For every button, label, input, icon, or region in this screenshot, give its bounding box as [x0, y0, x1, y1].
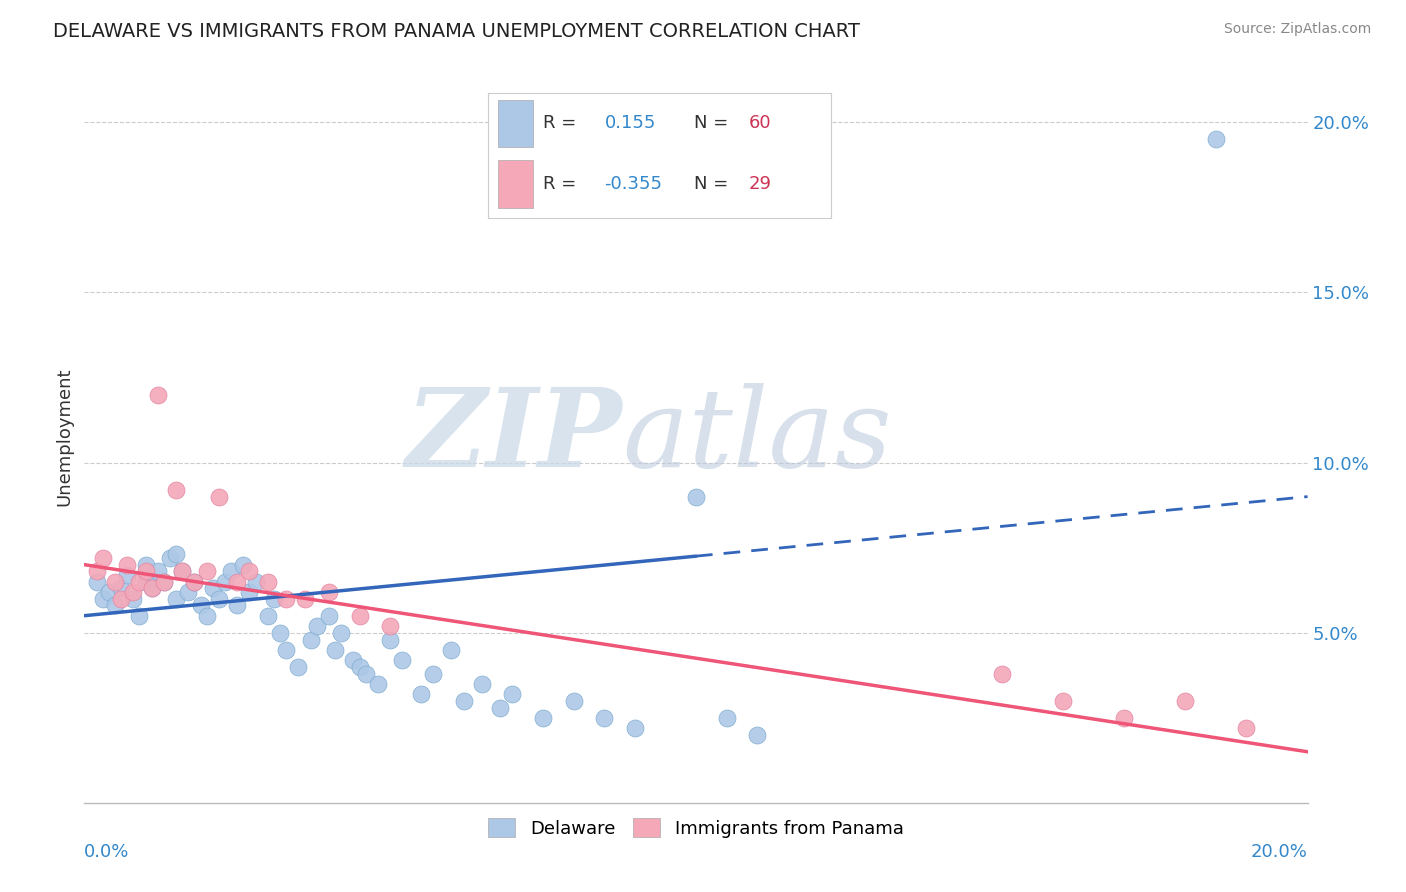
- Text: 0.0%: 0.0%: [84, 843, 129, 861]
- Point: [257, 608, 280, 623]
- Point: [122, 585, 145, 599]
- Point: [91, 591, 114, 606]
- Point: [349, 608, 371, 623]
- Legend: Delaware, Immigrants from Panama: Delaware, Immigrants from Panama: [481, 811, 911, 845]
- Text: DELAWARE VS IMMIGRANTS FROM PANAMA UNEMPLOYMENT CORRELATION CHART: DELAWARE VS IMMIGRANTS FROM PANAMA UNEMP…: [53, 22, 860, 41]
- Point: [1114, 711, 1136, 725]
- Point: [183, 574, 205, 589]
- Point: [1236, 721, 1258, 735]
- Point: [195, 565, 218, 579]
- Point: [165, 483, 187, 497]
- Point: [115, 558, 138, 572]
- Point: [489, 700, 512, 714]
- Point: [141, 582, 163, 596]
- Point: [146, 565, 169, 579]
- Point: [991, 666, 1014, 681]
- Text: atlas: atlas: [623, 384, 893, 491]
- Point: [238, 585, 260, 599]
- Point: [318, 608, 340, 623]
- Point: [409, 687, 432, 701]
- Point: [593, 711, 616, 725]
- Point: [153, 574, 176, 589]
- Point: [269, 625, 291, 640]
- Point: [453, 694, 475, 708]
- Point: [318, 585, 340, 599]
- Point: [276, 642, 298, 657]
- Point: [391, 653, 413, 667]
- Point: [110, 582, 132, 596]
- Point: [1205, 132, 1227, 146]
- Point: [97, 585, 120, 599]
- Text: Source: ZipAtlas.com: Source: ZipAtlas.com: [1223, 22, 1371, 37]
- Point: [135, 558, 157, 572]
- Point: [257, 574, 280, 589]
- Point: [91, 550, 114, 565]
- Point: [172, 565, 194, 579]
- Point: [128, 574, 150, 589]
- Point: [115, 567, 138, 582]
- Text: ZIP: ZIP: [406, 384, 623, 491]
- Point: [135, 565, 157, 579]
- Point: [440, 642, 463, 657]
- Point: [86, 565, 108, 579]
- Point: [172, 565, 194, 579]
- Point: [122, 591, 145, 606]
- Point: [367, 677, 389, 691]
- Point: [208, 490, 231, 504]
- Point: [128, 608, 150, 623]
- Point: [183, 574, 205, 589]
- Point: [330, 625, 353, 640]
- Point: [226, 599, 249, 613]
- Point: [354, 666, 377, 681]
- Point: [1052, 694, 1074, 708]
- Point: [294, 591, 316, 606]
- Point: [165, 591, 187, 606]
- Point: [219, 565, 242, 579]
- Point: [380, 632, 402, 647]
- Text: 20.0%: 20.0%: [1251, 843, 1308, 861]
- Point: [422, 666, 444, 681]
- Point: [323, 642, 346, 657]
- Point: [263, 591, 285, 606]
- Point: [245, 574, 267, 589]
- Y-axis label: Unemployment: Unemployment: [55, 368, 73, 507]
- Point: [287, 659, 309, 673]
- Point: [380, 619, 402, 633]
- Point: [195, 608, 218, 623]
- Point: [146, 387, 169, 401]
- Point: [349, 659, 371, 673]
- Point: [232, 558, 254, 572]
- Point: [214, 574, 236, 589]
- Point: [342, 653, 364, 667]
- Point: [502, 687, 524, 701]
- Point: [471, 677, 494, 691]
- Point: [104, 574, 127, 589]
- Point: [141, 582, 163, 596]
- Point: [562, 694, 585, 708]
- Point: [299, 632, 322, 647]
- Point: [165, 548, 187, 562]
- Point: [305, 619, 328, 633]
- Point: [238, 565, 260, 579]
- Point: [624, 721, 647, 735]
- Point: [201, 582, 224, 596]
- Point: [190, 599, 212, 613]
- Point: [135, 574, 157, 589]
- Point: [1174, 694, 1197, 708]
- Point: [226, 574, 249, 589]
- Point: [104, 599, 127, 613]
- Point: [716, 711, 738, 725]
- Point: [685, 490, 707, 504]
- Point: [208, 591, 231, 606]
- Point: [153, 574, 176, 589]
- Point: [159, 550, 181, 565]
- Point: [276, 591, 298, 606]
- Point: [747, 728, 769, 742]
- Point: [177, 585, 200, 599]
- Point: [86, 574, 108, 589]
- Point: [110, 591, 132, 606]
- Point: [531, 711, 554, 725]
